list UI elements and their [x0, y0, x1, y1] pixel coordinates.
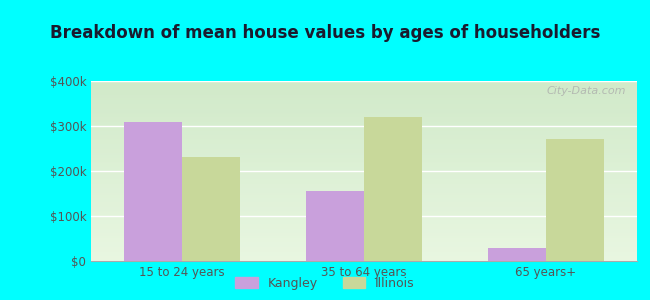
Bar: [488, 248, 546, 261]
Bar: [124, 122, 182, 261]
Bar: [364, 117, 423, 261]
Bar: [546, 139, 604, 261]
Text: City-Data.com: City-Data.com: [547, 86, 626, 96]
Bar: [182, 157, 240, 261]
Bar: [306, 191, 364, 261]
Legend: Kangley, Illinois: Kangley, Illinois: [231, 273, 419, 294]
Text: Breakdown of mean house values by ages of householders: Breakdown of mean house values by ages o…: [50, 24, 600, 42]
